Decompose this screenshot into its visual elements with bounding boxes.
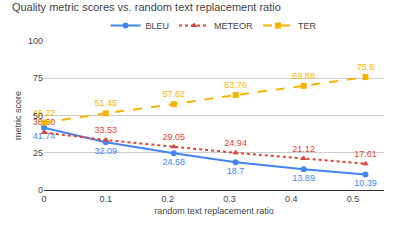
svg-text:13.89: 13.89 [292, 173, 315, 183]
svg-text:Quality metric scores vs. rand: Quality metric scores vs. random text re… [12, 1, 281, 13]
svg-text:41.74: 41.74 [33, 131, 56, 141]
svg-text:38.60: 38.60 [33, 117, 56, 127]
svg-text:18.7: 18.7 [227, 166, 245, 176]
svg-text:57.62: 57.62 [163, 89, 186, 99]
svg-text:24.94: 24.94 [224, 138, 247, 148]
svg-text:45.22: 45.22 [33, 108, 56, 118]
svg-text:0.1: 0.1 [100, 194, 113, 204]
svg-text:50: 50 [33, 111, 43, 121]
svg-text:TER: TER [298, 21, 317, 31]
svg-text:32.09: 32.09 [95, 146, 118, 156]
svg-text:25: 25 [33, 148, 43, 158]
svg-text:29.05: 29.05 [163, 132, 186, 142]
svg-text:random text replacement ratio: random text replacement ratio [154, 206, 274, 216]
svg-text:10.39: 10.39 [354, 178, 377, 188]
svg-text:metric score: metric score [13, 91, 23, 140]
svg-text:0.4: 0.4 [285, 194, 298, 204]
svg-text:33.53: 33.53 [95, 125, 118, 135]
svg-text:BLEU: BLEU [146, 21, 170, 31]
svg-text:21.12: 21.12 [292, 144, 315, 154]
svg-text:0.5: 0.5 [347, 194, 360, 204]
svg-text:24.68: 24.68 [163, 157, 186, 167]
svg-text:100: 100 [28, 36, 43, 46]
svg-text:0.3: 0.3 [223, 194, 236, 204]
svg-text:0: 0 [38, 185, 43, 195]
svg-text:0: 0 [41, 194, 46, 204]
svg-text:METEOR: METEOR [214, 21, 253, 31]
svg-text:63.76: 63.76 [224, 80, 247, 90]
svg-text:51.45: 51.45 [95, 98, 118, 108]
svg-text:75.8: 75.8 [357, 62, 375, 72]
svg-text:0.2: 0.2 [161, 194, 174, 204]
svg-text:17.61: 17.61 [354, 149, 377, 159]
svg-text:69.88: 69.88 [292, 71, 315, 81]
svg-text:75: 75 [33, 73, 43, 83]
